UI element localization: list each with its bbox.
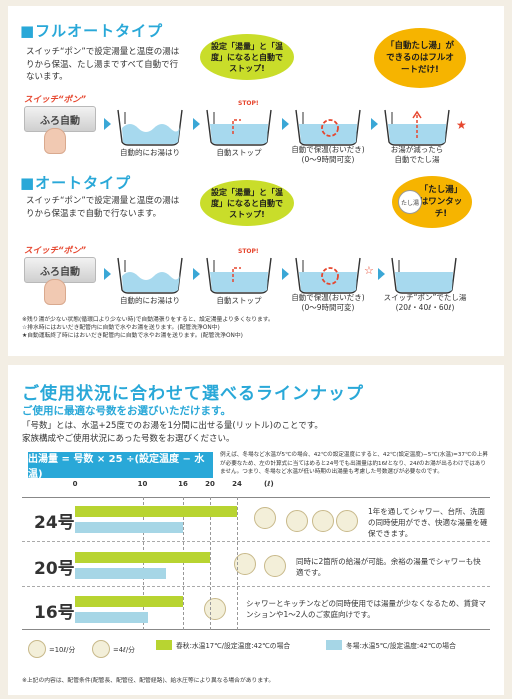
axis-unit: (ℓ) xyxy=(264,480,274,488)
arrow-right-icon xyxy=(104,118,111,130)
shower-icon xyxy=(254,507,276,529)
bathtub-stop-icon xyxy=(206,109,272,146)
row-separator xyxy=(22,586,490,587)
bar-spring xyxy=(75,596,183,607)
grid-line xyxy=(142,497,144,630)
note-3: ★自動運転終了時にはおいだき配管内に自動で水やお湯を送ります。(配管洗浄ON中) xyxy=(22,333,243,339)
faucet-icon xyxy=(92,640,110,658)
full-auto-refill-bubble: 「自動たし湯」ができるのはフルオートだけ! xyxy=(374,28,466,88)
chart-frame xyxy=(22,497,490,630)
full-auto-title: ■フルオートタイプ xyxy=(20,22,164,40)
finger-icon xyxy=(44,279,66,305)
bar-winter xyxy=(75,568,167,579)
bathtub-keep-warm-icon xyxy=(295,109,361,146)
shower-icon xyxy=(204,598,226,620)
shower-icon xyxy=(28,640,46,658)
bathtub-refill-icon xyxy=(391,257,457,294)
formula-box: 出湯量 = 号数 × 25 ÷(設定温度 − 水温) xyxy=(28,452,213,480)
desc-20: 同時に2箇所の給湯が可能。余裕の湯量でシャワーも快適です。 xyxy=(296,557,481,577)
legend-faucet-label: =4ℓ/分 xyxy=(113,646,135,654)
auto-stop-bubble: 設定「湯量」と「温度」になると自動でストップ! xyxy=(200,180,294,226)
lineup-title: ご使用状況に合わせて選べるラインナップ xyxy=(22,384,364,404)
full-auto-step-3: 自動で保温(おいだき) (0〜9時間可変) xyxy=(291,145,365,164)
grid-line xyxy=(210,497,211,630)
finger-icon xyxy=(44,128,66,154)
intro-line-1: 「号数」とは、水温+25度でのお湯を1分間に出せる量(リットル)のことです。 xyxy=(22,421,323,431)
arrow-right-icon xyxy=(193,268,200,280)
footnote: ※上記の内容は、配管条件(配管長、配管径、配管経路)、給水圧等により異なる場合が… xyxy=(22,678,275,684)
lineup-intro: 「号数」とは、水温+25度でのお湯を1分間に出せる量(リットル)のことです。 家… xyxy=(22,420,462,446)
bar-spring xyxy=(75,552,210,563)
auto-bath-button: ふろ自動 xyxy=(24,257,96,283)
arrow-right-icon xyxy=(193,118,200,130)
arrow-right-icon xyxy=(378,268,385,280)
model-label: 16号 xyxy=(34,603,75,623)
auto-step-3: 自動で保温(おいだき) (0〜9時間可変) xyxy=(291,293,365,312)
full-auto-description: スイッチ“ポン”で設定湯量と温度の湯はりから保温、たし湯まですべて自動で行ないま… xyxy=(26,47,180,82)
grid-line xyxy=(183,497,184,630)
x-tick-label: 20 xyxy=(205,480,215,488)
note-2: ☆排水時にはおいだき配管内に自動で水やお湯を送ります。(配管洗浄ON中) xyxy=(22,325,220,331)
full-auto-stop-bubble: 設定「湯量」と「温度」になると自動でストップ! xyxy=(200,34,294,80)
formula-note: 例えば、冬場など水温が5℃の場合、42℃の設定温度にすると、42℃(設定温度)−… xyxy=(220,452,489,475)
x-tick-label: 0 xyxy=(72,480,78,488)
shower-icon xyxy=(234,553,256,575)
x-tick-label: 24 xyxy=(232,480,242,488)
bathtub-refill-icon xyxy=(384,109,450,146)
arrow-right-icon xyxy=(282,268,289,280)
arrow-right-icon xyxy=(104,268,111,280)
bar-winter xyxy=(75,612,148,623)
legend-shower-label: =10ℓ/分 xyxy=(49,646,76,654)
auto-description: スイッチ“ポン”で設定湯量と温度の湯はりから保温まで自動で行ないます。 xyxy=(26,196,180,219)
auto-stop-label: STOP! xyxy=(238,248,259,255)
faucet-icon xyxy=(312,510,334,532)
legend-winter: 冬場:水温5℃/設定温度:42℃の場合 xyxy=(326,640,456,650)
arrow-right-icon xyxy=(371,118,378,130)
full-auto-step-2: 自動ストップ xyxy=(216,148,262,157)
full-auto-stop-label: STOP! xyxy=(238,100,259,107)
legend-winter-label: 冬場:水温5℃/設定温度:42℃の場合 xyxy=(346,642,456,650)
auto-step-2: 自動ストップ xyxy=(216,296,262,305)
refill-button-icon: たし湯 xyxy=(398,190,422,214)
full-auto-step-1: 自動的にお湯はり xyxy=(120,148,180,157)
arrow-right-icon xyxy=(282,118,289,130)
model-label: 24号 xyxy=(34,513,75,533)
bar-spring xyxy=(75,506,237,517)
legend-spring-label: 春秋:水温17℃/設定温度:42℃の場合 xyxy=(176,642,291,650)
bathtub-filling-icon xyxy=(117,257,183,294)
legend-faucet: =4ℓ/分 xyxy=(92,640,135,658)
legend-spring: 春秋:水温17℃/設定温度:42℃の場合 xyxy=(156,640,290,650)
star-filled-icon: ★ xyxy=(456,118,467,132)
note-1: ※残り湯が少ない状態(循環口より少ない時)で自動湯張りをすると、設定湯量より多く… xyxy=(22,317,274,323)
star-outline-icon: ☆ xyxy=(364,264,374,277)
auto-switch-label: スイッチ“ポン” xyxy=(24,246,86,256)
faucet-icon xyxy=(286,510,308,532)
auto-title: ■オートタイプ xyxy=(20,174,132,192)
x-tick-label: 10 xyxy=(137,480,148,488)
desc-24: 1年を通してシャワー、台所、洗面の同時使用ができ、快適な湯量を確保できます。 xyxy=(368,507,488,538)
full-auto-switch-label: スイッチ“ポン” xyxy=(24,95,86,105)
desc-16: シャワーとキッチンなどの同時使用では湯量が少なくなるため、賃貸マンションや1〜2… xyxy=(246,599,486,619)
auto-step-4: スイッチ“ポン”でたし湯 (20ℓ・40ℓ・60ℓ) xyxy=(383,293,467,312)
legend-shower: =10ℓ/分 xyxy=(28,640,75,658)
lineup-subtitle: ご使用に最適な号数をお選びいただけます。 xyxy=(22,405,231,417)
intro-line-2: 家族構成やご使用状況にあった号数をお選びください。 xyxy=(22,434,235,444)
row-separator xyxy=(22,541,490,542)
auto-notes: ※残り湯が少ない状態(循環口より少ない時)で自動湯張りをすると、設定湯量より多く… xyxy=(22,316,482,340)
bathtub-filling-icon xyxy=(117,109,183,146)
x-tick-label: 16 xyxy=(178,480,188,488)
legend-spring-swatch xyxy=(156,640,172,650)
legend-winter-swatch xyxy=(326,640,342,650)
auto-step-1: 自動的にお湯はり xyxy=(120,296,180,305)
full-auto-step-4: お湯が減ったら 自動でたし湯 xyxy=(390,145,444,164)
bathtub-keep-warm-icon xyxy=(295,257,361,294)
faucet-icon xyxy=(264,555,286,577)
grid-line xyxy=(237,497,238,630)
bathtub-stop-icon xyxy=(206,257,272,294)
faucet-icon xyxy=(336,510,358,532)
bar-winter xyxy=(75,522,183,533)
model-label: 20号 xyxy=(34,559,75,579)
